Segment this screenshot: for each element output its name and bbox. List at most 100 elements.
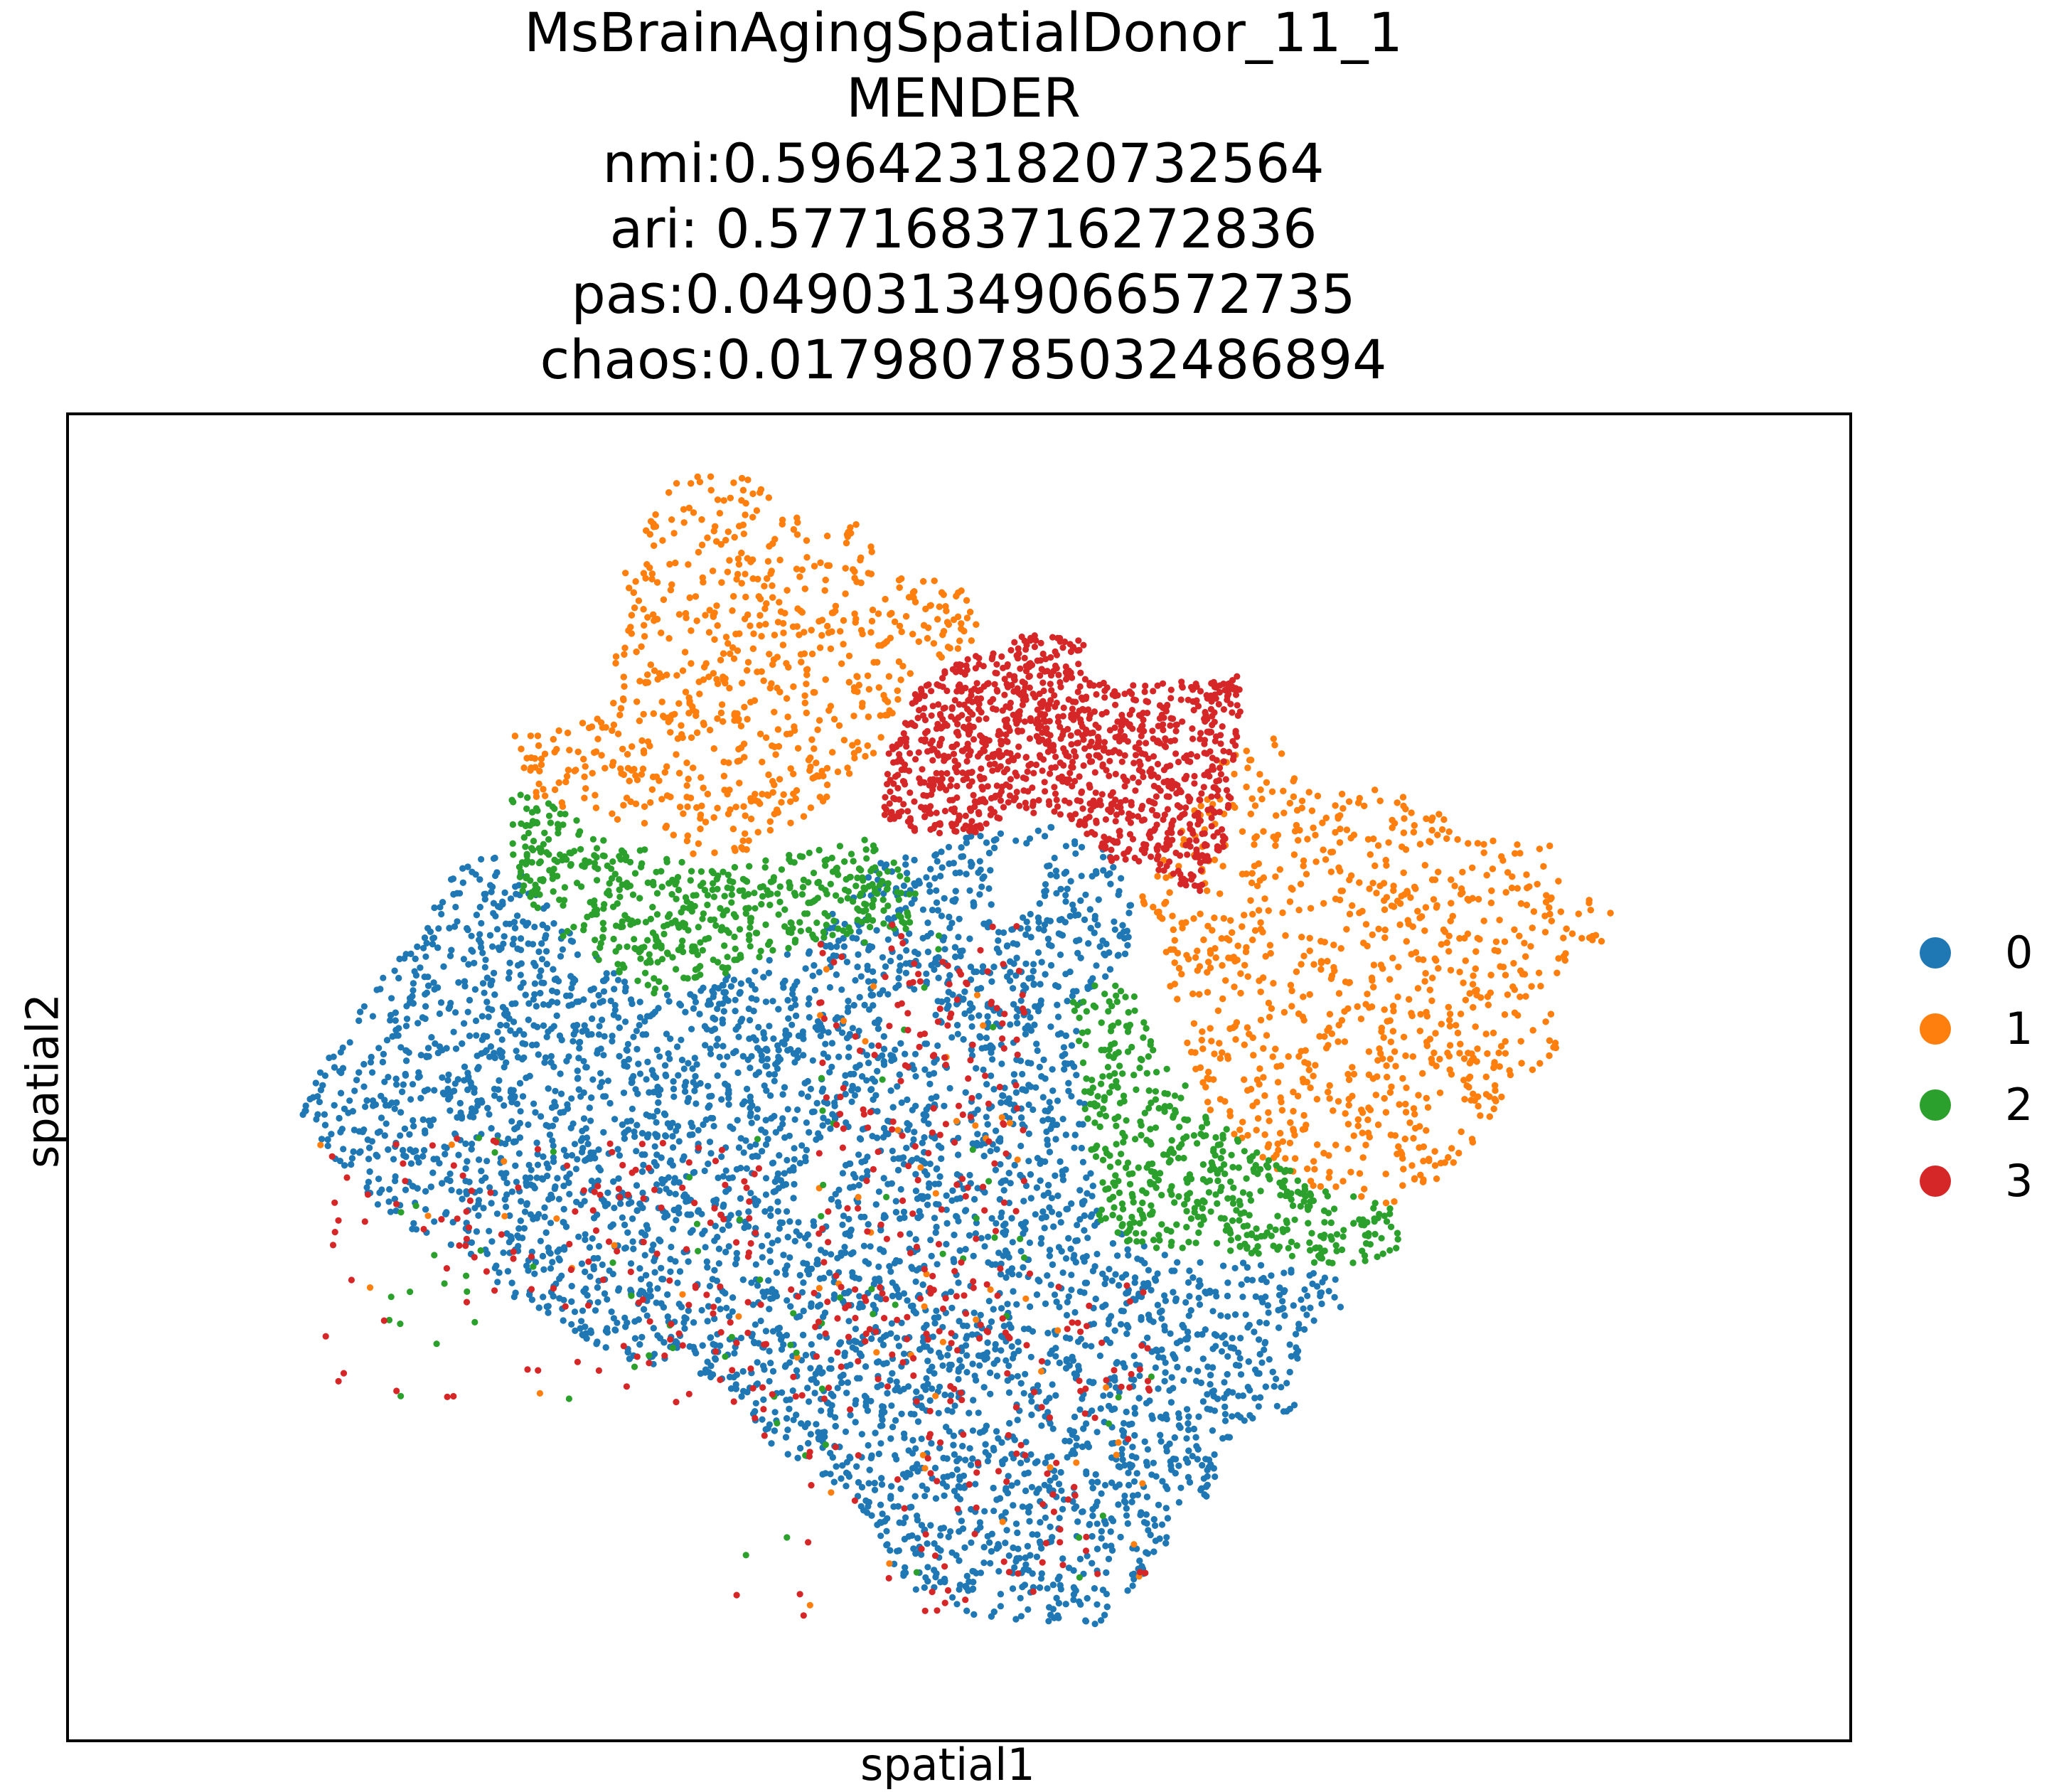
scatter-point-cluster-0 [931, 852, 939, 859]
scatter-point-cluster-0 [1221, 1332, 1228, 1339]
scatter-point-cluster-0 [1012, 1616, 1020, 1623]
scatter-point-cluster-0 [403, 1015, 411, 1023]
scatter-point-cluster-0 [1221, 1411, 1229, 1418]
scatter-point-cluster-0 [1237, 1335, 1244, 1342]
scatter-point-cluster-0 [628, 1199, 635, 1206]
scatter-point-cluster-0 [855, 1151, 862, 1158]
scatter-point-cluster-0 [1152, 1364, 1159, 1371]
scatter-point-cluster-0 [806, 1014, 813, 1021]
scatter-point-cluster-0 [1094, 1250, 1101, 1258]
scatter-point-cluster-0 [336, 1114, 343, 1122]
scatter-point-cluster-0 [953, 1466, 961, 1473]
scatter-point-cluster-0 [326, 1055, 333, 1062]
scatter-point-cluster-0 [1332, 1276, 1339, 1283]
scatter-point-cluster-0 [1007, 1021, 1014, 1028]
scatter-point-cluster-0 [468, 1146, 475, 1153]
scatter-point-cluster-0 [1005, 1389, 1013, 1396]
scatter-point-cluster-0 [933, 887, 940, 894]
scatter-point-cluster-0 [478, 919, 485, 927]
scatter-point-cluster-0 [633, 1182, 641, 1189]
scatter-point-cluster-0 [1009, 1239, 1016, 1246]
scatter-point-cluster-0 [1164, 1486, 1171, 1493]
scatter-point-cluster-0 [888, 1320, 895, 1327]
scatter-point-cluster-0 [666, 1055, 673, 1062]
scatter-point-cluster-0 [1118, 1446, 1125, 1453]
scatter-point-cluster-0 [360, 1003, 368, 1010]
scatter-point-cluster-0 [720, 1062, 727, 1069]
scatter-point-cluster-0 [546, 1131, 554, 1138]
scatter-point-cluster-0 [937, 1532, 944, 1539]
scatter-point-cluster-0 [629, 1238, 636, 1245]
scatter-point-cluster-0 [464, 1070, 471, 1077]
scatter-point-cluster-0 [909, 1450, 916, 1457]
scatter-point-cluster-0 [902, 854, 909, 861]
scatter-point-cluster-0 [1231, 1264, 1239, 1271]
scatter-point-cluster-0 [510, 919, 518, 926]
scatter-point-cluster-0 [987, 1148, 994, 1155]
scatter-point-cluster-0 [1014, 1372, 1021, 1380]
scatter-point-cluster-0 [938, 848, 945, 855]
scatter-point-cluster-0 [997, 1161, 1004, 1168]
scatter-point-cluster-0 [1022, 1025, 1029, 1032]
scatter-point-cluster-0 [486, 1111, 493, 1118]
title-method: MENDER [846, 66, 1081, 129]
scatter-point-cluster-0 [386, 1185, 393, 1193]
scatter-point-cluster-0 [1073, 1028, 1080, 1035]
scatter-point-cluster-0 [865, 1441, 872, 1449]
scatter-point-cluster-0 [1218, 1348, 1226, 1355]
scatter-point-cluster-0 [1065, 1234, 1072, 1242]
scatter-point-cluster-0 [978, 883, 985, 890]
scatter-point-cluster-0 [1196, 1301, 1204, 1308]
scatter-point-cluster-0 [557, 1070, 564, 1077]
scatter-point-cluster-0 [624, 1040, 632, 1047]
scatter-point-cluster-0 [1047, 1350, 1054, 1358]
scatter-point-cluster-0 [941, 946, 948, 953]
scatter-point-cluster-0 [1005, 1552, 1012, 1559]
scatter-point-cluster-0 [932, 1011, 939, 1018]
scatter-point-cluster-0 [1064, 1298, 1071, 1306]
scatter-point-cluster-0 [982, 1441, 989, 1448]
scatter-point-cluster-0 [948, 1408, 956, 1415]
scatter-point-cluster-0 [604, 1296, 611, 1303]
scatter-point-cluster-0 [865, 1503, 872, 1510]
scatter-point-cluster-0 [902, 1564, 909, 1571]
scatter-point-cluster-0 [755, 1023, 762, 1031]
scatter-point-cluster-0 [1056, 1515, 1063, 1522]
scatter-point-cluster-0 [732, 996, 739, 1003]
scatter-point-cluster-0 [990, 1609, 998, 1616]
scatter-point-cluster-0 [508, 1118, 515, 1125]
scatter-point-cluster-0 [530, 1100, 538, 1107]
scatter-point-cluster-0 [955, 934, 962, 941]
scatter-point-cluster-0 [843, 959, 850, 966]
scatter-point-cluster-0 [1094, 1520, 1101, 1527]
scatter-point-cluster-0 [877, 1440, 884, 1447]
scatter-point-cluster-0 [1078, 1144, 1085, 1152]
scatter-point-cluster-0 [1074, 1222, 1081, 1229]
scatter-point-cluster-0 [366, 1168, 373, 1175]
scatter-point-cluster-0 [725, 1243, 732, 1250]
scatter-point-cluster-0 [1022, 960, 1030, 967]
scatter-point-cluster-0 [902, 969, 909, 976]
scatter-point-cluster-0 [710, 1123, 717, 1130]
scatter-point-cluster-0 [1304, 1292, 1311, 1299]
scatter-point-cluster-0 [943, 1206, 950, 1213]
scatter-point-cluster-0 [889, 1147, 896, 1155]
scatter-point-cluster-0 [515, 1150, 523, 1157]
scatter-point-cluster-0 [1030, 1106, 1037, 1114]
scatter-point-cluster-0 [1044, 1116, 1052, 1123]
scatter-point-cluster-0 [961, 1010, 968, 1018]
scatter-point-cluster-0 [802, 1352, 809, 1359]
scatter-point-cluster-0 [1180, 1377, 1187, 1385]
scatter-point-cluster-0 [864, 1168, 871, 1175]
scatter-point-cluster-0 [346, 1039, 353, 1046]
scatter-point-cluster-0 [895, 975, 902, 982]
scatter-point-cluster-0 [1325, 1288, 1332, 1295]
scatter-point-cluster-0 [969, 1567, 976, 1575]
scatter-point-cluster-0 [791, 1156, 798, 1163]
scatter-point-cluster-0 [789, 1387, 796, 1394]
scatter-point-cluster-0 [1027, 1353, 1034, 1360]
scatter-point-cluster-0 [1092, 1471, 1099, 1478]
scatter-point-cluster-0 [724, 1053, 731, 1060]
scatter-point-cluster-0 [1046, 1099, 1053, 1106]
scatter-point-cluster-0 [481, 964, 488, 971]
